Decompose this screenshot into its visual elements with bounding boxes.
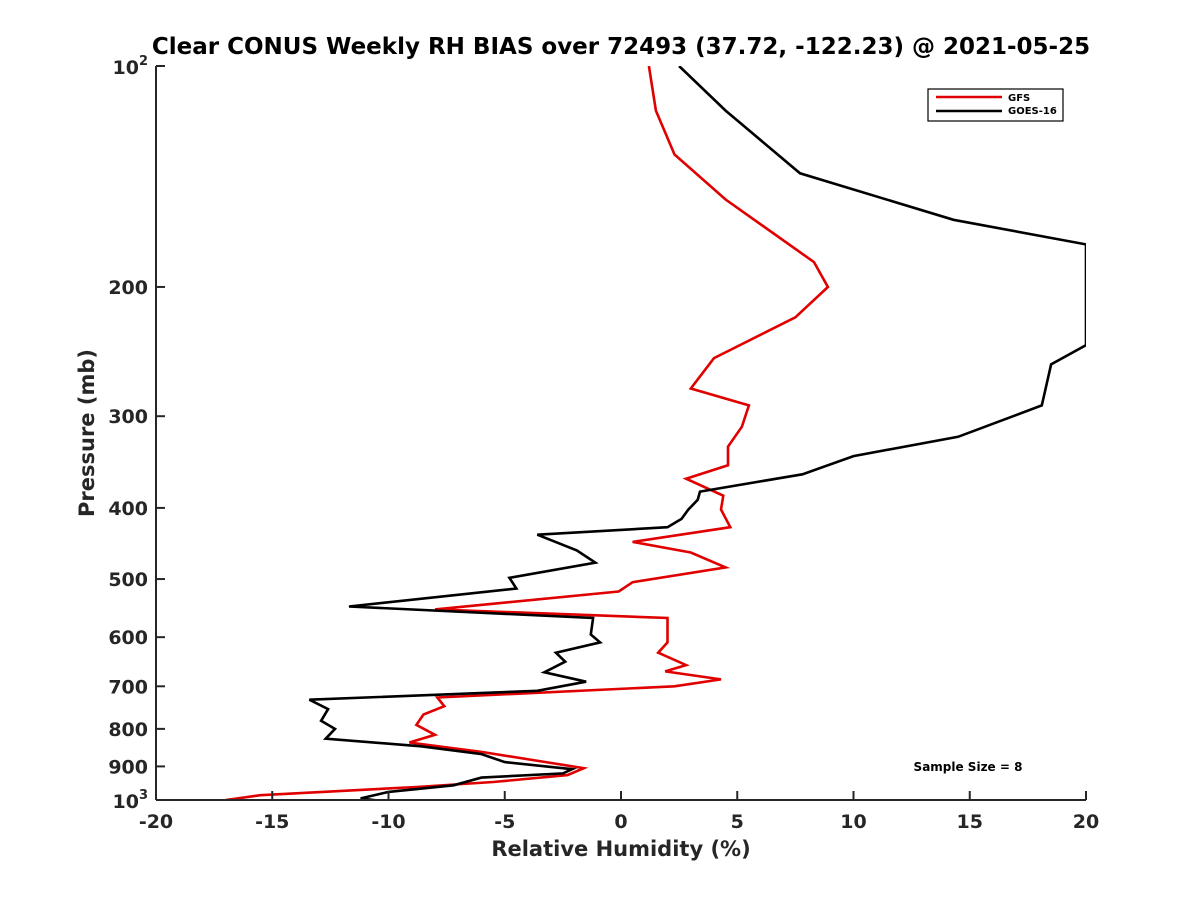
series-layer (225, 66, 1086, 800)
legend: GFS GOES-16 (927, 88, 1064, 122)
series-line-gfs (225, 66, 830, 800)
x-tick-label: -20 (139, 811, 173, 833)
y-tick-label: 200 (108, 277, 148, 299)
legend-box (927, 88, 1064, 122)
x-tick-label: 15 (957, 811, 983, 833)
y-tick-label: 102 (113, 54, 149, 79)
plot-area: -20 -15 -10 -5 0 5 10 15 20 102 200 300 400 500 600 700… (108, 54, 1099, 833)
x-tick-label: 0 (614, 811, 627, 833)
legend-label-goes16: GOES-16 (1008, 106, 1057, 117)
x-tick-label: 20 (1073, 811, 1099, 833)
x-tick-label: -15 (255, 811, 289, 833)
chart-title: Clear CONUS Weekly RH BIAS over 72493 (3… (152, 34, 1090, 60)
series-line-goes-16 (308, 66, 1086, 800)
legend-label-gfs: GFS (1008, 93, 1030, 104)
y-tick-label: 400 (108, 498, 148, 520)
x-axis-label: Relative Humidity (%) (491, 837, 750, 861)
sample-size-annotation: Sample Size = 8 (914, 760, 1023, 774)
x-tick-label: 5 (731, 811, 744, 833)
y-tick-label: 500 (108, 569, 148, 591)
y-tick-label: 800 (108, 719, 148, 741)
x-tick-label: -5 (494, 811, 515, 833)
x-tick-label: 10 (840, 811, 866, 833)
y-tick-label: 900 (108, 756, 148, 778)
y-axis-label: Pressure (mb) (75, 349, 99, 517)
axes-layer: -20 -15 -10 -5 0 5 10 15 20 102 200 300 400 500 600 700… (108, 54, 1099, 833)
y-tick-label: 600 (108, 627, 148, 649)
y-tick-label: 103 (113, 788, 149, 813)
y-tick-label: 300 (108, 406, 148, 428)
x-tick-label: -10 (371, 811, 405, 833)
y-tick-label: 700 (108, 676, 148, 698)
